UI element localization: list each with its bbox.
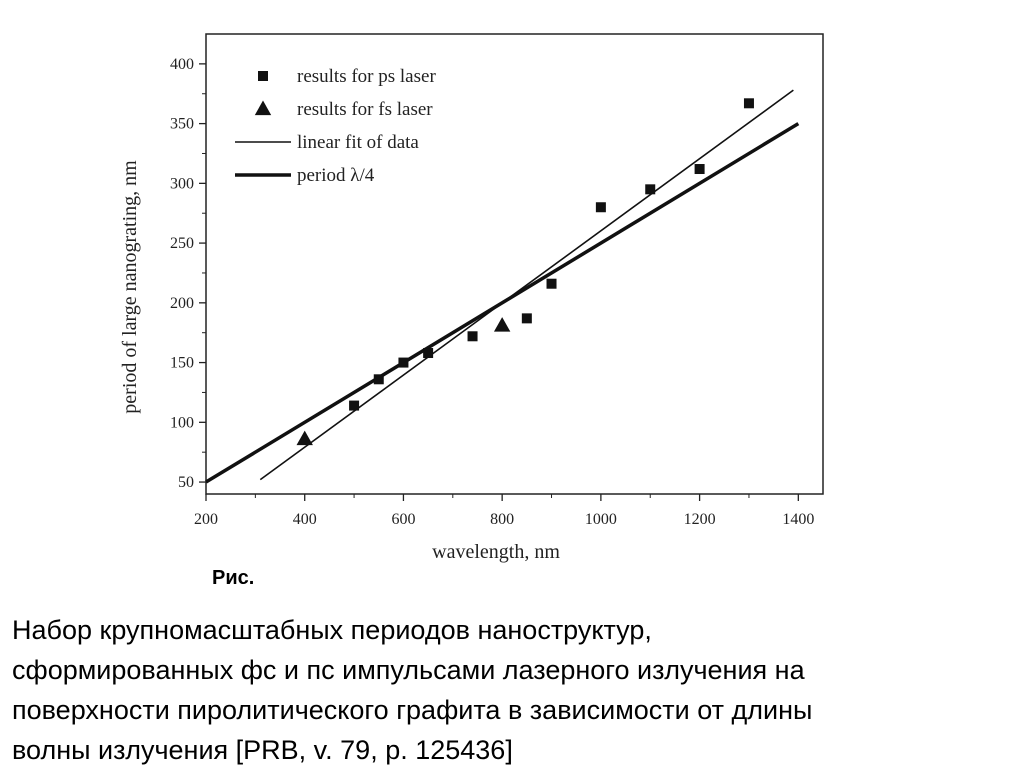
ps-laser-point bbox=[467, 331, 478, 342]
legend-entry: period λ/4 bbox=[297, 165, 375, 186]
x-tick-label: 1200 bbox=[684, 511, 716, 528]
y-axis-label: period of large nanograting, nm bbox=[119, 160, 141, 414]
y-tick-label: 100 bbox=[170, 414, 194, 431]
chart: 200 400 600 800 1000 1200 1400 50 100 150 200 250 3… bbox=[119, 33, 824, 563]
legend-entry: linear fit of data bbox=[297, 132, 419, 153]
fit-lines bbox=[205, 89, 800, 484]
linear-fit-line bbox=[259, 89, 794, 481]
ps-laser-point bbox=[743, 98, 754, 109]
caption-line: сформированных фс и пс импульсами лазерн… bbox=[12, 655, 805, 685]
ps-laser-point bbox=[349, 400, 360, 411]
fs-laser-point bbox=[296, 430, 313, 446]
ps-laser-point bbox=[694, 164, 705, 175]
figure-label: Рис. bbox=[212, 567, 255, 589]
data-points bbox=[296, 98, 754, 446]
x-tick-label: 1400 bbox=[782, 511, 814, 528]
legend-entry: results for fs laser bbox=[297, 99, 433, 120]
period-lambda-quarter-line bbox=[205, 122, 800, 484]
plot-frame bbox=[205, 33, 824, 495]
x-tick-label: 400 bbox=[293, 511, 317, 528]
y-tick-label: 350 bbox=[170, 116, 194, 133]
y-tick-label: 150 bbox=[170, 355, 194, 372]
x-tick-label: 200 bbox=[194, 511, 218, 528]
x-axis-ticks: 200 400 600 800 1000 1200 1400 bbox=[194, 494, 814, 528]
legend: results for ps laser results for fs laser… bbox=[235, 66, 436, 186]
y-axis-ticks: 50 100 150 200 250 300 350 400 bbox=[170, 56, 206, 491]
y-tick-label: 300 bbox=[170, 175, 194, 192]
ps-laser-point bbox=[398, 357, 409, 368]
x-axis-label: wavelength, nm bbox=[432, 541, 560, 563]
plot-axes bbox=[205, 33, 824, 495]
ps-laser-point bbox=[595, 202, 606, 213]
y-tick-label: 50 bbox=[178, 474, 194, 491]
caption-line: поверхности пиролитического графита в за… bbox=[12, 695, 813, 725]
fs-laser-point bbox=[493, 317, 511, 332]
y-tick-label: 250 bbox=[170, 235, 194, 252]
x-tick-label: 800 bbox=[490, 511, 514, 528]
y-tick-label: 400 bbox=[170, 56, 194, 73]
ps-laser-point bbox=[423, 348, 434, 359]
x-tick-label: 1000 bbox=[585, 511, 617, 528]
figure-caption: Набор крупномасштабных периодов наностру… bbox=[12, 610, 1012, 770]
ps-laser-point bbox=[546, 278, 557, 289]
ps-laser-point bbox=[373, 374, 384, 385]
caption-line: Набор крупномасштабных периодов наностру… bbox=[12, 615, 652, 645]
fs-laser-point bbox=[254, 100, 272, 116]
legend-entry: results for ps laser bbox=[297, 66, 436, 87]
ps-laser-point bbox=[521, 313, 532, 324]
caption-line: волны излучения [PRB, v. 79, p. 125436] bbox=[12, 735, 513, 765]
y-tick-label: 200 bbox=[170, 295, 194, 312]
ps-laser-point bbox=[645, 184, 656, 195]
ps-laser-point bbox=[258, 71, 268, 81]
x-tick-label: 600 bbox=[391, 511, 415, 528]
